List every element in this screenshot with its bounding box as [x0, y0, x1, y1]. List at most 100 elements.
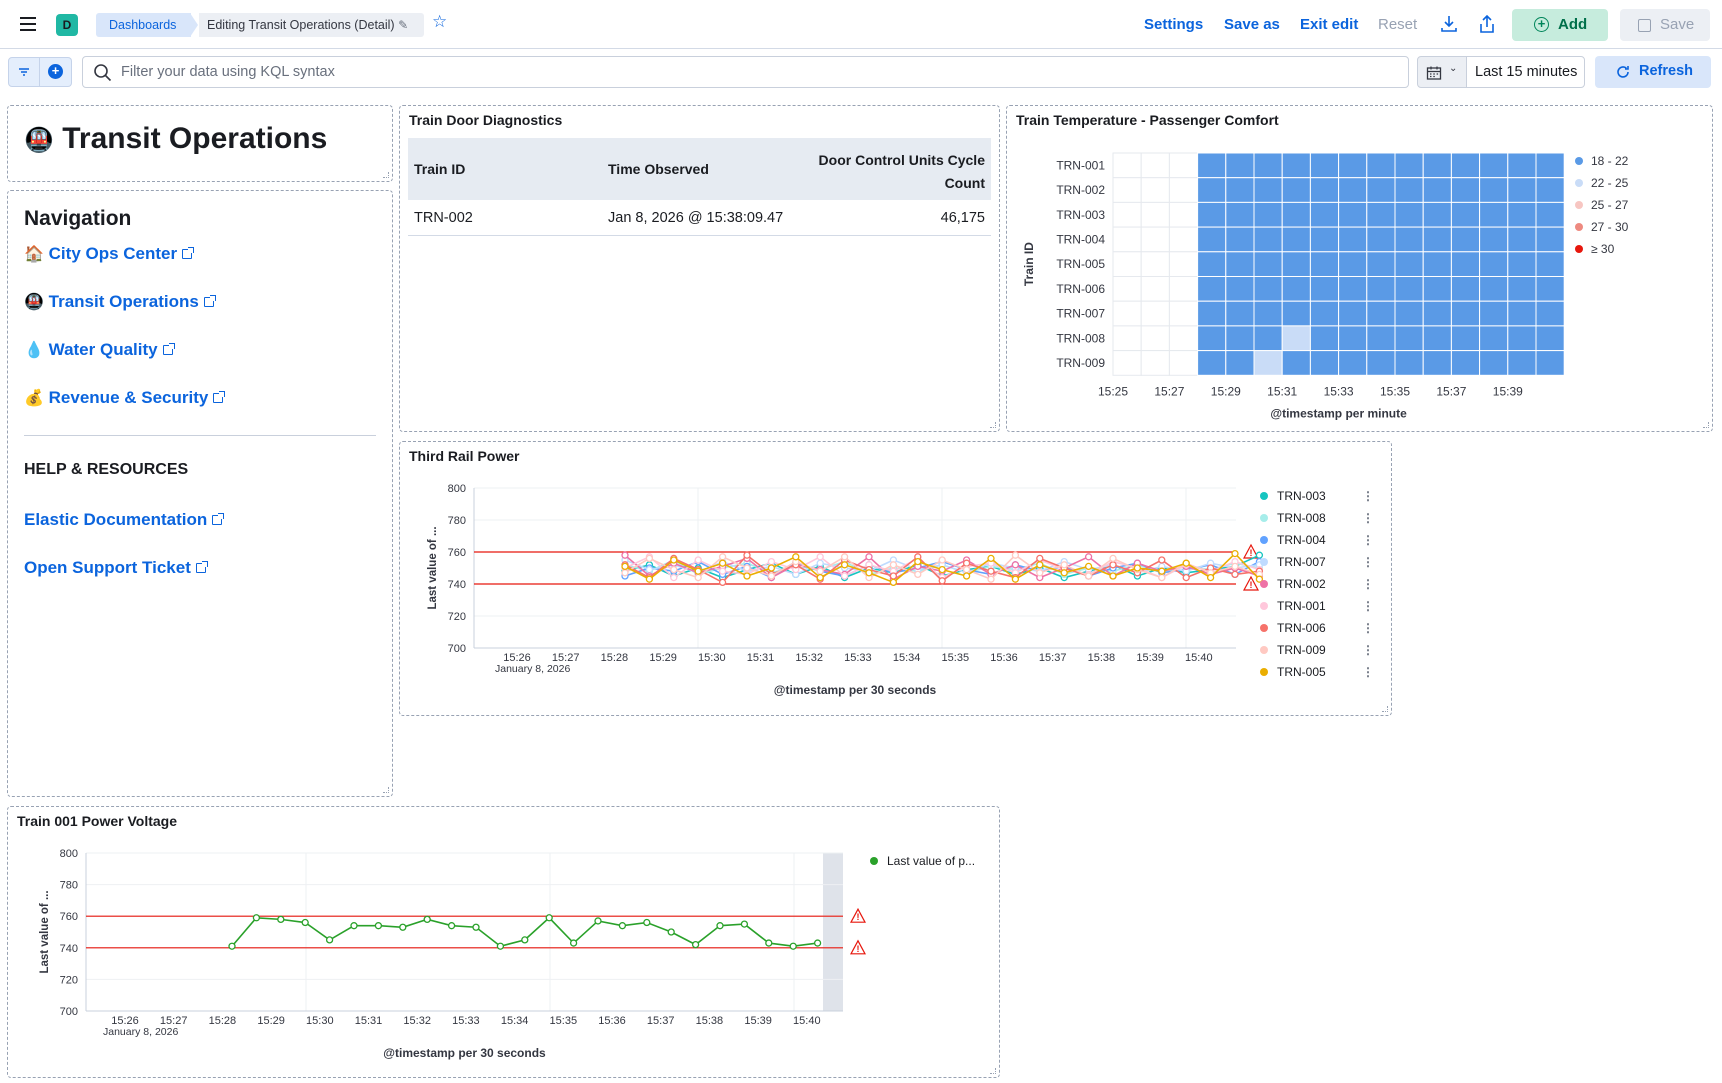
- nav-link-water-quality[interactable]: 💧 Water Quality: [24, 340, 175, 360]
- save-button[interactable]: Save: [1620, 9, 1710, 41]
- help-link-documentation[interactable]: Elastic Documentation: [24, 510, 225, 530]
- add-button[interactable]: + Add: [1512, 9, 1608, 41]
- settings-button[interactable]: Settings: [1144, 16, 1204, 33]
- resize-handle[interactable]: [383, 172, 389, 178]
- x-date-label: January 8, 2026: [495, 663, 570, 675]
- heatmap-cell: [1507, 226, 1537, 253]
- data-point: [816, 559, 824, 567]
- data-point: [865, 569, 873, 577]
- breadcrumb-dashboards[interactable]: Dashboards: [96, 13, 191, 37]
- exit-edit-button[interactable]: Exit edit: [1300, 16, 1359, 33]
- pencil-icon[interactable]: ✎: [398, 18, 409, 32]
- data-point: [816, 553, 824, 561]
- help-link-support[interactable]: Open Support Ticket: [24, 558, 208, 578]
- resize-handle[interactable]: [1703, 422, 1709, 428]
- column-header-time-observed[interactable]: Time Observed: [608, 161, 709, 177]
- x-date-label: January 8, 2026: [103, 1026, 178, 1038]
- data-point: [301, 918, 309, 927]
- data-point: [1231, 570, 1239, 579]
- data-point: [1231, 549, 1239, 558]
- heatmap-cell: [1197, 300, 1227, 327]
- favorite-star-icon[interactable]: ☆: [432, 12, 448, 31]
- data-point: [228, 942, 236, 950]
- nav-link-revenue-security[interactable]: 💰 Revenue & Security: [24, 388, 226, 408]
- data-point: [840, 553, 849, 561]
- x-tick-label: 15:27: [160, 1015, 188, 1027]
- heatmap-cell: [1281, 177, 1311, 203]
- legend-actions-icon: ⋮: [1362, 555, 1374, 569]
- x-tick-label: 15:40: [793, 1015, 821, 1027]
- heatmap-cell: [1535, 177, 1565, 203]
- x-axis-label: @timestamp per 30 seconds: [383, 1046, 546, 1060]
- resize-handle[interactable]: [990, 422, 996, 428]
- heatmap-cell: [1281, 276, 1311, 302]
- x-tick-label: 15:35: [942, 652, 970, 664]
- search-placeholder: Filter your data using KQL syntax: [121, 64, 335, 80]
- heatmap-cell: [1479, 177, 1509, 203]
- heatmap-cell: [1197, 325, 1227, 352]
- data-point: [670, 573, 678, 582]
- x-tick-label: 15:27: [552, 652, 580, 664]
- data-point: [840, 561, 849, 569]
- space-avatar[interactable]: D: [56, 14, 78, 36]
- heatmap-cell: [1309, 152, 1340, 179]
- download-icon[interactable]: [1440, 14, 1458, 34]
- reset-button[interactable]: Reset: [1378, 16, 1418, 33]
- heatmap-cell: [1309, 177, 1340, 203]
- table-row[interactable]: TRN-002 Jan 8, 2026 @ 15:38:09.47 46,175: [408, 200, 991, 236]
- heatmap-cell: [1281, 300, 1311, 327]
- plus-circle-icon: +: [1534, 17, 1549, 32]
- resize-handle[interactable]: [990, 1068, 996, 1074]
- share-icon[interactable]: [1478, 14, 1496, 34]
- refresh-button[interactable]: Refresh: [1595, 56, 1711, 88]
- heatmap-cell: [1479, 300, 1509, 327]
- heatmap-row-label: TRN-009: [1056, 356, 1105, 370]
- nav-link-city-ops[interactable]: 🏠 City Ops Center: [24, 244, 195, 264]
- heatmap-row-label: TRN-005: [1056, 257, 1105, 271]
- heatmap-cell: [1112, 251, 1142, 278]
- column-header-cycle-count[interactable]: Door Control Units Cycle Count: [818, 152, 985, 191]
- heatmap-cell: [1535, 251, 1565, 278]
- menu-icon[interactable]: [20, 17, 36, 31]
- save-icon: [1638, 19, 1651, 32]
- heatmap-cell: [1479, 152, 1509, 179]
- heatmap-cell: [1422, 152, 1452, 179]
- heatmap-cell: [1309, 226, 1340, 253]
- navigation-panel: Navigation 🏠 City Ops Center 🚇 Transit O…: [7, 190, 393, 797]
- data-point: [1011, 575, 1020, 583]
- kql-search-field[interactable]: Filter your data using KQL syntax: [82, 56, 1409, 88]
- data-point: [1158, 556, 1166, 564]
- y-tick-label: 700: [448, 643, 466, 655]
- save-as-button[interactable]: Save as: [1224, 16, 1280, 33]
- nav-link-transit-ops[interactable]: 🚇 Transit Operations: [24, 292, 216, 312]
- heatmap-y-label: Train ID: [1022, 242, 1036, 286]
- filter-menu-button[interactable]: [8, 57, 40, 87]
- heatmap-cell: [1507, 276, 1537, 302]
- warning-triangle: [849, 939, 867, 955]
- heatmap-cell: [1479, 325, 1509, 352]
- resize-handle[interactable]: [1382, 706, 1388, 712]
- heatmap-cell: [1422, 350, 1452, 376]
- heatmap-cell: [1168, 201, 1199, 228]
- data-point: [1158, 573, 1166, 582]
- heatmap-cell: [1450, 152, 1481, 179]
- time-range-display[interactable]: Last 15 minutes: [1466, 56, 1585, 88]
- data-point: [938, 565, 946, 574]
- data-point: [423, 915, 431, 924]
- legend-swatch: [1260, 580, 1268, 588]
- column-header-train-id[interactable]: Train ID: [414, 161, 466, 177]
- data-point: [569, 939, 578, 947]
- resize-handle[interactable]: [383, 787, 389, 793]
- add-filter-button[interactable]: +: [40, 57, 72, 87]
- data-point: [1060, 561, 1068, 569]
- legend-actions-icon: ⋮: [1362, 577, 1374, 591]
- x-tick-label: 15:33: [844, 652, 872, 664]
- chevron-down-icon: ⌄: [1449, 63, 1458, 74]
- date-quick-menu-button[interactable]: ⌄: [1417, 56, 1467, 88]
- heatmap-cell: [1253, 251, 1283, 278]
- legend-label: TRN-005: [1277, 665, 1326, 679]
- heatmap-cell: [1422, 226, 1452, 253]
- heatmap-cell: [1394, 251, 1424, 278]
- x-tick-label: 15:30: [306, 1015, 334, 1027]
- data-point: [1255, 575, 1264, 583]
